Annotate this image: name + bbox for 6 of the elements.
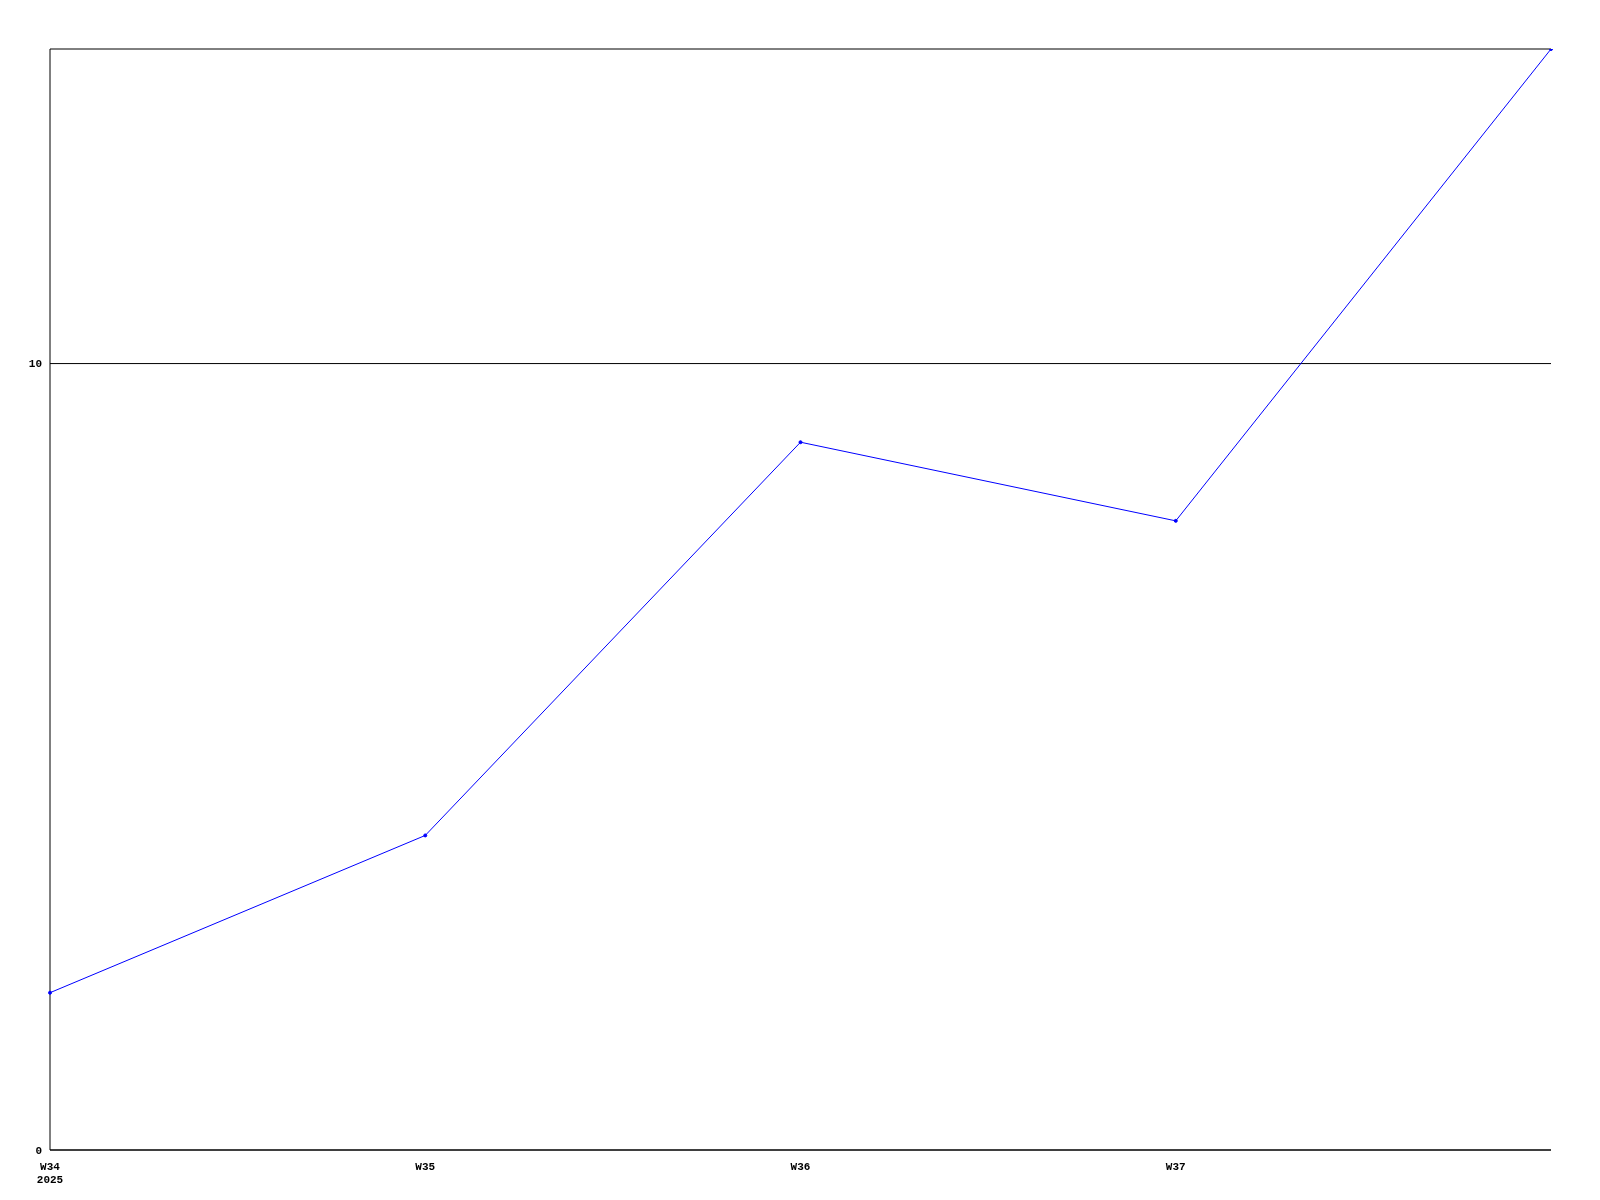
x-tick-label: W35	[415, 1161, 436, 1173]
x-tick-label: W37	[1165, 1161, 1186, 1173]
x-tick-label: W34 2025	[36, 1161, 64, 1186]
y-tick-label: 10	[28, 358, 42, 371]
y-tick-label: 0	[35, 1144, 42, 1157]
x-tick-label: W36	[790, 1161, 811, 1173]
